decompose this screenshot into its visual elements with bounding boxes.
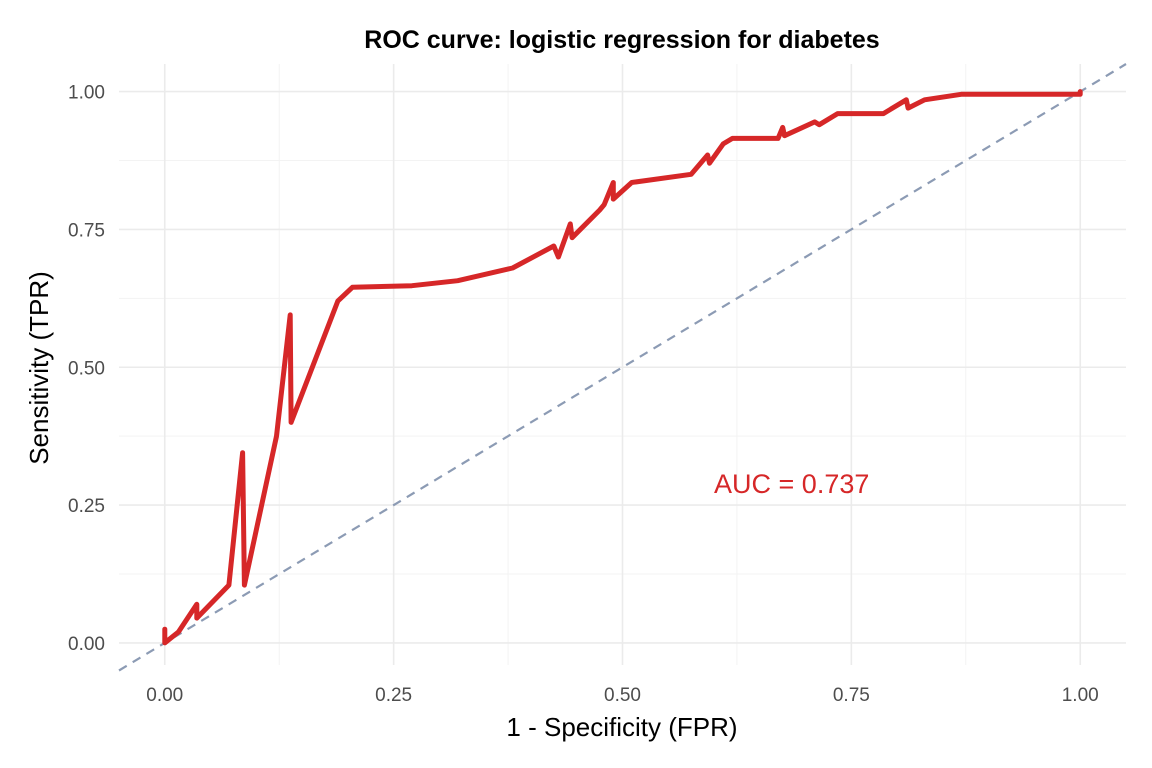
chart-title: ROC curve: logistic regression for diabe… [364, 26, 879, 54]
x-axis-title: 1 - Specificity (FPR) [506, 712, 737, 742]
x-tick-label: 0.00 [146, 685, 183, 706]
roc-curve-line [162, 89, 1083, 646]
y-axis-title: Sensitivity (TPR) [24, 271, 54, 465]
x-tick-label: 1.00 [1062, 685, 1099, 706]
auc-annotation: AUC = 0.737 [714, 469, 869, 499]
y-tick-label: 0.00 [68, 634, 105, 655]
x-tick-label: 0.50 [604, 685, 641, 706]
y-tick-label: 0.50 [68, 358, 105, 379]
series-layer [118, 63, 1127, 672]
y-tick-label: 1.00 [68, 83, 105, 104]
annotations: AUC = 0.737 [714, 469, 869, 499]
grid [119, 64, 1126, 665]
tick-labels: 0.00 0.25 0.50 0.75 1.00 0.00 0.25 0.50 0.75 1.00 [68, 83, 1099, 706]
diagonal-reference-line [118, 63, 1127, 672]
x-tick-label: 0.25 [375, 685, 412, 706]
y-tick-label: 0.25 [68, 496, 105, 517]
x-tick-label: 0.75 [833, 685, 870, 706]
y-tick-label: 0.75 [68, 220, 105, 241]
